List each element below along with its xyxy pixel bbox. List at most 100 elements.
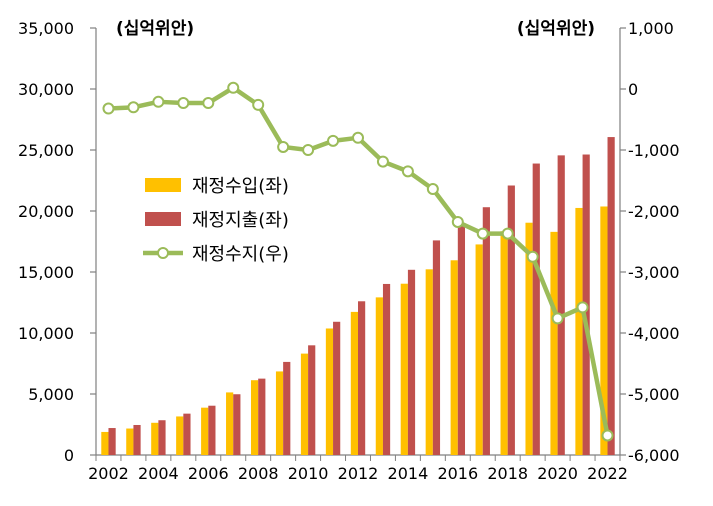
legend-label: 재정지출(좌) [192, 210, 289, 231]
right-tick-label: -2,000 [628, 202, 680, 221]
x-tick-label: 2018 [487, 464, 528, 483]
balance-point-2017 [476, 227, 489, 240]
bar-revenue-2015 [425, 269, 433, 455]
balance-point-2022 [601, 429, 614, 442]
x-tick-label: 2022 [587, 464, 628, 483]
x-tick-label: 2010 [288, 464, 329, 483]
bar-revenue-2013 [375, 297, 383, 455]
bar-revenue-2002 [101, 431, 109, 455]
bar-expenditure-2012 [358, 301, 366, 455]
left-tick-label: 25,000 [18, 141, 74, 160]
bar-expenditure-2006 [208, 405, 216, 455]
balance-point-2014 [401, 165, 414, 178]
right-tick-label: -4,000 [628, 324, 680, 343]
left-axis-unit-label: (십억위안) [116, 19, 194, 39]
left-tick-label: 30,000 [18, 80, 74, 99]
bar-revenue-2008 [250, 380, 259, 455]
bar-expenditure-2014 [407, 269, 416, 455]
bar-expenditure-2009 [283, 361, 291, 455]
right-tick-label: 1,000 [628, 19, 674, 38]
bar-expenditure-2020 [557, 155, 565, 456]
x-tick-label: 2004 [138, 464, 179, 483]
bar-expenditure-2010 [308, 345, 316, 455]
right-tick-label: -3,000 [628, 263, 680, 282]
bar-revenue-2018 [500, 231, 508, 455]
bar-expenditure-2022 [607, 137, 615, 455]
x-tick-label: 2014 [388, 464, 429, 483]
balance-point-2013 [376, 155, 389, 168]
bar-revenue-2009 [275, 371, 284, 455]
balance-point-2006 [202, 97, 215, 110]
left-tick-label: 5,000 [28, 385, 74, 404]
bar-expenditure-2011 [333, 321, 341, 455]
bar-revenue-2006 [201, 407, 209, 455]
bar-revenue-2019 [525, 222, 533, 455]
balance-point-2021 [576, 301, 589, 314]
left-tick-label: 0 [64, 446, 74, 465]
x-tick-label: 2012 [338, 464, 379, 483]
right-tick-label: -1,000 [628, 141, 680, 160]
bar-revenue-2011 [325, 328, 334, 455]
legend-label: 재정수입(좌) [192, 176, 289, 197]
left-tick-label: 35,000 [18, 19, 74, 38]
right-tick-label: 0 [628, 80, 638, 99]
bar-expenditure-2007 [233, 394, 241, 455]
axes-layer: 0 5,000 10,000 15,000 20,000 25,000 30,000 35,0… [18, 19, 680, 483]
bar-revenue-2005 [176, 416, 184, 455]
left-tick-label: 15,000 [18, 263, 74, 282]
bar-expenditure-2015 [432, 240, 441, 455]
bar-expenditure-2004 [158, 420, 166, 455]
bars-layer [101, 137, 615, 456]
left-tick-label: 20,000 [18, 202, 74, 221]
bar-revenue-2014 [400, 283, 408, 455]
bar-expenditure-2017 [482, 207, 490, 455]
bar-revenue-2022 [600, 206, 608, 455]
bar-expenditure-2019 [532, 163, 540, 456]
bar-revenue-2016 [450, 260, 458, 455]
balance-point-2010 [302, 144, 315, 156]
bar-expenditure-2005 [183, 413, 191, 455]
bar-revenue-2021 [575, 207, 583, 455]
legend-swatch [145, 212, 181, 226]
bar-expenditure-2002 [108, 428, 116, 455]
x-tick-label: 2008 [238, 464, 279, 483]
balance-point-2003 [127, 101, 140, 114]
x-tick-label: 2016 [437, 464, 478, 483]
bar-expenditure-2018 [507, 185, 515, 455]
legend: 재정수입(좌) 재정지출(좌) 재정수지(우) [143, 176, 289, 265]
legend-label: 재정수지(우) [192, 244, 289, 265]
bar-expenditure-2016 [457, 225, 466, 455]
x-tick-label: 2006 [188, 464, 229, 483]
balance-point-2002 [102, 102, 115, 115]
balance-point-2012 [352, 131, 364, 144]
bar-revenue-2004 [151, 422, 159, 455]
balance-point-2015 [426, 183, 439, 196]
balance-point-2019 [526, 250, 539, 263]
balance-point-2005 [177, 97, 190, 110]
bar-revenue-2007 [226, 392, 234, 455]
balance-point-2007 [227, 81, 240, 94]
legend-swatch [145, 178, 181, 192]
legend-marker [157, 247, 169, 259]
balance-point-2018 [501, 227, 514, 240]
balance-point-2008 [252, 98, 265, 111]
x-tick-label: 2002 [88, 464, 129, 483]
bar-expenditure-2003 [133, 424, 141, 455]
right-tick-label: -5,000 [628, 385, 680, 404]
left-tick-label: 10,000 [18, 324, 74, 343]
bar-revenue-2003 [126, 428, 134, 455]
balance-point-2020 [551, 312, 564, 325]
balance-point-2004 [152, 95, 165, 108]
balance-point-2016 [451, 215, 464, 228]
bar-revenue-2010 [300, 353, 309, 455]
bar-revenue-2020 [550, 231, 558, 455]
x-tick-label: 2020 [537, 464, 578, 483]
bar-expenditure-2013 [382, 283, 391, 455]
right-axis-unit-label: (십억위안) [517, 19, 595, 39]
balance-point-2011 [327, 134, 340, 147]
bar-revenue-2012 [350, 311, 358, 455]
bar-expenditure-2008 [258, 378, 266, 455]
right-tick-label: -6,000 [628, 446, 680, 465]
